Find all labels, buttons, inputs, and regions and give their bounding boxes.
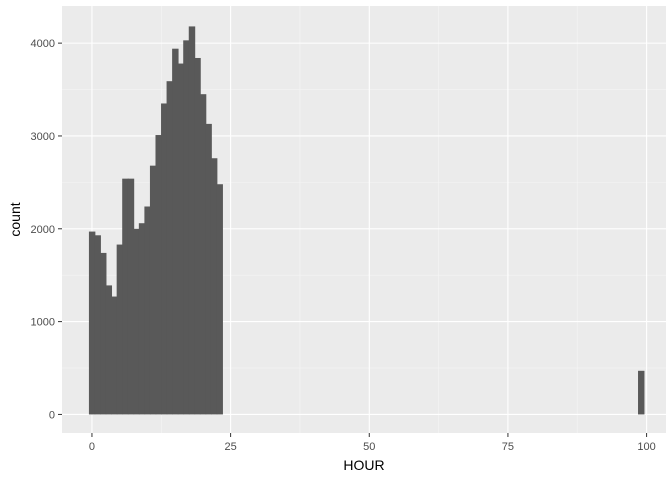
y-tick-label: 2000 — [31, 224, 55, 236]
y-axis-title: count — [7, 202, 23, 236]
histogram-bar — [100, 252, 107, 415]
histogram-bar — [183, 40, 190, 415]
histogram-bar — [105, 285, 113, 415]
histogram-bar — [88, 231, 96, 415]
x-tick-label: 100 — [637, 441, 655, 453]
histogram-bar — [133, 228, 140, 415]
histogram-bar — [210, 158, 218, 415]
histogram-bar — [144, 206, 151, 415]
histogram-bar — [199, 94, 207, 415]
histogram-bar — [161, 103, 168, 415]
y-tick-label: 0 — [49, 409, 55, 421]
histogram-bar — [194, 57, 201, 415]
histogram-bar — [122, 178, 129, 415]
x-tick-label: 0 — [89, 441, 95, 453]
histogram-bar — [138, 223, 146, 415]
histogram-bar — [205, 123, 212, 415]
histogram-bar — [166, 81, 174, 415]
histogram-bar — [116, 244, 124, 415]
y-tick-label: 1000 — [31, 317, 55, 329]
x-axis-title: HOUR — [343, 457, 384, 473]
histogram-bar — [94, 235, 101, 415]
x-tick-label: 75 — [502, 441, 514, 453]
y-tick-label: 4000 — [31, 38, 55, 50]
histogram-bar — [127, 178, 135, 415]
y-tick-label: 3000 — [31, 131, 55, 143]
histogram-bar — [177, 63, 185, 415]
histogram-bar — [638, 370, 645, 415]
histogram-bars — [88, 26, 645, 415]
histogram-bar — [188, 26, 196, 415]
histogram-bar — [172, 48, 179, 415]
y-axis-ticks: 0 1000 2000 3000 4000 — [31, 38, 62, 421]
x-axis-ticks: 0 25 50 75 100 — [89, 433, 656, 453]
minor-gridlines — [62, 6, 666, 433]
x-tick-label: 50 — [363, 441, 375, 453]
x-tick-label: 25 — [224, 441, 236, 453]
histogram-bar — [216, 184, 223, 415]
histogram-bar — [111, 296, 118, 415]
histogram-bar — [149, 165, 157, 415]
histogram-bar — [155, 135, 162, 415]
